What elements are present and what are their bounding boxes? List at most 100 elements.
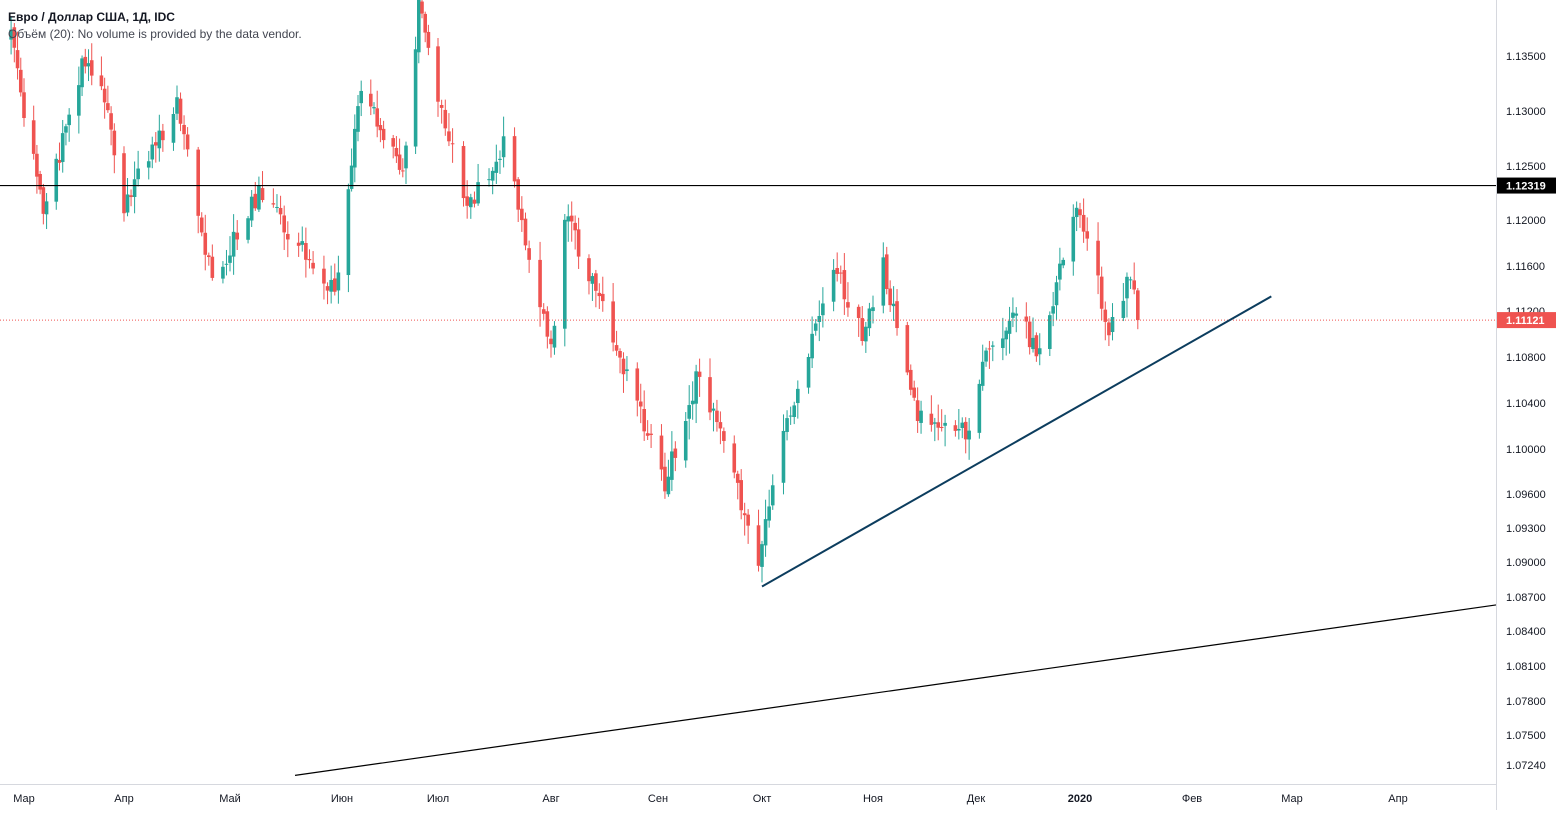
- candle-body: [990, 345, 995, 347]
- candle-body: [356, 106, 360, 132]
- candle-body: [891, 303, 896, 307]
- candle-body: [99, 75, 104, 87]
- candle-body: [1071, 216, 1076, 262]
- candle: [231, 214, 236, 275]
- candle: [60, 119, 65, 173]
- candle-body: [673, 448, 678, 458]
- candle-body: [838, 272, 843, 274]
- candle: [325, 282, 330, 305]
- symbol-title[interactable]: Евро / Доллар США, 1Д, IDC: [8, 10, 175, 24]
- candle-body: [257, 185, 261, 210]
- candle: [538, 241, 542, 327]
- price-tick-label: 1.09300: [1506, 523, 1546, 535]
- time-tick-label: 2020: [1068, 793, 1092, 805]
- candle-body: [788, 415, 793, 417]
- candle: [461, 141, 466, 207]
- candle: [1061, 257, 1066, 269]
- candle: [746, 509, 750, 544]
- candle-body: [817, 316, 822, 322]
- candle-body: [286, 233, 290, 240]
- candle-body: [895, 301, 899, 329]
- trendline-support[interactable]: [761, 295, 1272, 588]
- candle-body: [54, 158, 59, 202]
- candle: [649, 424, 653, 448]
- candle-body: [420, 1, 424, 14]
- candle-body: [715, 410, 719, 423]
- candle-body: [611, 301, 615, 343]
- candle: [125, 178, 130, 217]
- candle-body: [694, 371, 698, 404]
- candle: [369, 79, 373, 116]
- candle-body: [336, 272, 341, 291]
- time-tick-label: Июл: [427, 793, 449, 805]
- candle-body: [573, 222, 577, 231]
- candle: [569, 201, 574, 242]
- candle-body: [469, 197, 473, 208]
- candle: [817, 300, 822, 342]
- trendline-long[interactable]: [294, 604, 1497, 776]
- candle: [375, 90, 379, 138]
- price-tick-label: 1.13000: [1506, 106, 1546, 118]
- candle: [884, 246, 889, 295]
- candle-body: [806, 356, 811, 388]
- candle: [929, 395, 934, 432]
- candle: [426, 24, 431, 56]
- candle: [332, 263, 337, 296]
- candle: [109, 106, 113, 146]
- candle: [621, 352, 626, 393]
- candle: [9, 16, 13, 55]
- candle-body: [417, 0, 421, 53]
- candle-body: [867, 308, 872, 329]
- candle: [881, 242, 886, 314]
- candle-body: [785, 418, 789, 432]
- candle: [31, 105, 36, 160]
- candle: [246, 215, 250, 244]
- candle-body: [1074, 207, 1079, 218]
- candle: [417, 0, 421, 64]
- candle-body: [687, 405, 691, 419]
- candle-body: [708, 377, 712, 413]
- candle: [378, 118, 383, 143]
- time-axis[interactable]: Мар Апр Май Июн Июл Авг Сен Окт Ноя Дек 2020 Фев Мар…: [13, 793, 1407, 805]
- candle-body: [136, 168, 140, 180]
- candle-body: [563, 219, 567, 329]
- candle-body: [549, 338, 553, 345]
- candle-body: [756, 525, 761, 566]
- candle-body: [38, 173, 42, 190]
- candle: [718, 411, 723, 445]
- candle: [487, 168, 491, 187]
- candle-body: [439, 105, 444, 108]
- candle: [436, 38, 440, 117]
- candle-body: [1054, 282, 1059, 306]
- candle: [322, 255, 326, 300]
- candle: [943, 414, 947, 447]
- candle: [257, 176, 261, 212]
- candle: [38, 170, 42, 195]
- candle-body: [322, 268, 326, 284]
- candle-body: [767, 506, 771, 521]
- volume-indicator-note[interactable]: Объём (20): No volume is provided by the…: [8, 27, 302, 41]
- candle-body: [125, 194, 130, 213]
- candle: [494, 144, 499, 184]
- candle: [566, 204, 571, 242]
- candle: [1081, 198, 1086, 243]
- candle: [516, 177, 520, 222]
- candle: [356, 95, 360, 142]
- candle: [15, 31, 20, 80]
- candle-body: [1014, 313, 1019, 316]
- candle: [112, 123, 117, 174]
- price-tick-label: 1.07500: [1506, 730, 1546, 742]
- candle: [132, 161, 137, 214]
- candle: [694, 364, 698, 424]
- candle-body: [182, 124, 186, 135]
- candle-body: [278, 207, 283, 215]
- candle-body: [746, 514, 750, 526]
- candle: [1136, 288, 1140, 330]
- price-axis[interactable]: 1.135001.130001.125001.120001.116001.112…: [1506, 51, 1546, 772]
- candle-body: [102, 88, 107, 103]
- candle-body: [1001, 338, 1005, 348]
- candle: [99, 56, 104, 91]
- candle: [638, 383, 643, 424]
